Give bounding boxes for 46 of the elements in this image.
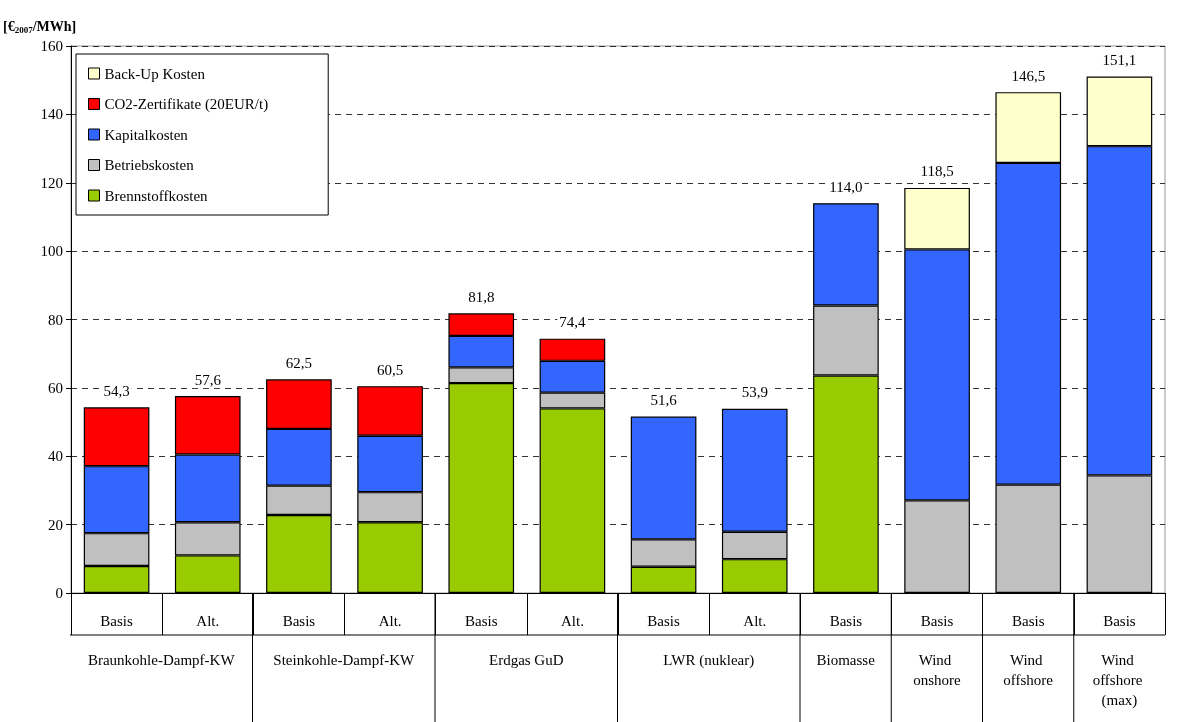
y-tick-label: 20 [48, 516, 63, 533]
x-tick-label: Basis [829, 612, 863, 629]
x-tick-label: Alt. [378, 612, 402, 629]
text: Biomasse [816, 652, 876, 668]
text: LWR (nuklear) [663, 652, 755, 669]
total-label: 146,5 [1011, 67, 1046, 84]
text: Wind offshore [1003, 652, 1054, 688]
total-label: 81,8 [468, 288, 495, 305]
text: Steinkohle-Dampf-KW [273, 652, 415, 668]
total-label: 114,0 [829, 178, 863, 195]
y-tick-label: 80 [48, 311, 63, 328]
legend-label: Back-Up Kosten [104, 65, 206, 82]
text: Wind offshore (max) [1092, 652, 1147, 709]
total-label: 53,9 [741, 384, 768, 401]
legend-label: Kapitalkosten [104, 126, 189, 143]
y-tick-label: 140 [40, 106, 63, 123]
y-tick-label: 0 [55, 585, 63, 601]
x-tick-label: Basis [100, 612, 133, 629]
y-tick-label: 120 [40, 174, 63, 191]
y-tick-label: 40 [48, 448, 63, 465]
x-tick-label: Basis [282, 612, 316, 629]
legend-label: Brennstoffkosten [104, 187, 209, 204]
x-tick-label: Alt. [196, 612, 220, 629]
legend-label: Betriebskosten [104, 157, 195, 173]
x-tick-label: Alt. [560, 612, 584, 629]
total-label: 74,4 [559, 314, 587, 331]
y-tick-label: 100 [40, 243, 63, 260]
x-tick-label: Alt. [743, 612, 767, 629]
total-label: 151,1 [1102, 51, 1137, 68]
text: Erdgas GuD [488, 652, 564, 668]
y-tick-label: 160 [40, 38, 63, 54]
total-label: 51,6 [650, 392, 678, 409]
x-tick-label: Basis [647, 612, 680, 629]
x-tick-label: Basis [1103, 612, 1136, 629]
text: Wind onshore [913, 652, 961, 688]
text: Braunkohle-Dampf-KW [87, 652, 236, 668]
x-tick-label: Basis [920, 612, 954, 629]
y-tick-label: 60 [48, 379, 63, 396]
x-tick-label: Basis [464, 612, 498, 629]
total-label: 60,5 [376, 361, 404, 378]
total-label: 54,3 [103, 382, 130, 399]
total-label: 62,5 [285, 354, 313, 371]
total-label: 57,6 [194, 371, 222, 388]
total-label: 118,5 [920, 163, 954, 180]
legend-label: CO2-Zertifikate (20EUR/t) [104, 96, 269, 113]
x-tick-label: Basis [1011, 612, 1045, 629]
